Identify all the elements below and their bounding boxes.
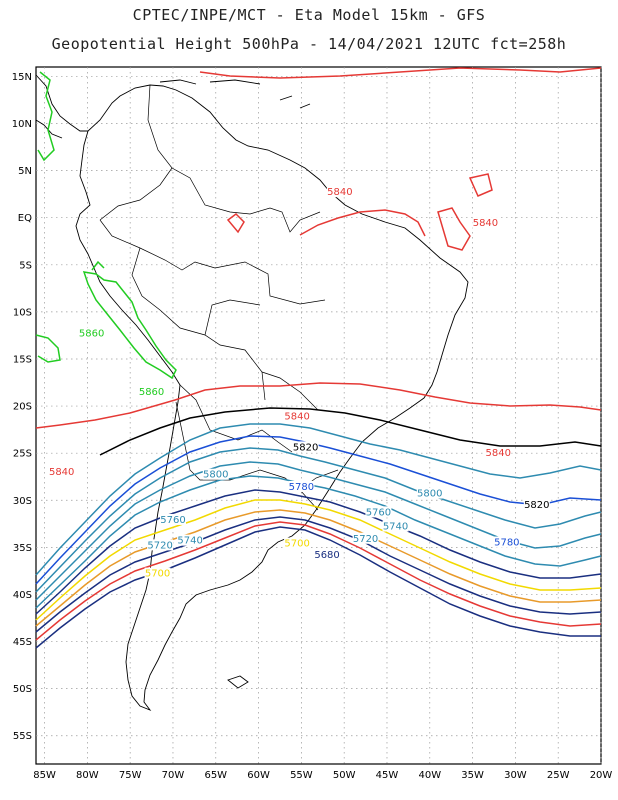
lon-tick-label: 80W — [76, 770, 99, 781]
contour-5860-central-america — [37, 71, 55, 162]
lat-tick-label: 20S — [13, 402, 32, 413]
contour-label-bg — [78, 327, 105, 339]
map-title-line-1: CPTEC/INPE/MCT - Eta Model 15km - GFS — [132, 6, 486, 24]
caribbean-islands — [159, 79, 311, 109]
lat-tick-label: 15N — [12, 72, 32, 83]
contour-labels: 5840 5840 5860 5860 5840 5840 5840 5820 5800 5780… — [48, 186, 550, 580]
contour-5680 — [35, 516, 602, 633]
south-america-coastline — [75, 84, 469, 712]
contour-5760 — [35, 447, 602, 593]
contour-label-bg — [48, 465, 75, 477]
contour-label: 5800 — [417, 489, 442, 500]
contour-label: 5860 — [79, 328, 104, 339]
contour-label-bg — [365, 506, 392, 518]
contour-label-bg — [288, 480, 315, 492]
contour-label-bg — [314, 548, 341, 560]
contour-label: 5780 — [289, 482, 314, 493]
lon-tick-label: 45W — [376, 770, 399, 781]
lat-tick-label: 55S — [13, 731, 32, 742]
lon-tick-label: 35W — [461, 770, 484, 781]
contour-label: 5820 — [524, 500, 549, 511]
contour-label-bg — [493, 536, 520, 548]
lon-tick-label: 50W — [333, 770, 356, 781]
contour-label: 5720 — [147, 540, 172, 551]
contour-5640 — [35, 526, 601, 649]
lat-tick-label: 30S — [13, 496, 32, 507]
axis-tick-labels: 85W 80W 75W 70W 65W 60W 55W 50W 45W 40W 35W 30W 25W 2… — [12, 72, 613, 781]
lat-tick-label: EQ — [18, 213, 32, 224]
contour-label: 5740 — [383, 522, 408, 533]
contour-label-bg — [284, 410, 311, 422]
contour-label: 5680 — [314, 550, 339, 561]
lat-tick-label: 50S — [13, 684, 32, 695]
lon-tick-label: 20W — [590, 770, 613, 781]
lat-tick-label: 40S — [13, 590, 32, 601]
lon-tick-label: 55W — [290, 770, 313, 781]
contour-label: 5760 — [366, 507, 391, 518]
geopotential-contours — [35, 67, 602, 649]
contour-5840-main — [35, 382, 602, 429]
contour-5840-north — [199, 67, 602, 79]
lon-tick-label: 65W — [204, 770, 227, 781]
lat-tick-label: 5N — [18, 166, 32, 177]
contour-label: 5740 — [177, 536, 202, 547]
contour-label-bg — [177, 534, 204, 546]
contour-label-bg — [472, 217, 499, 229]
contour-label-bg — [326, 186, 353, 198]
contour-label-bg — [138, 385, 165, 397]
contour-label: 5840 — [486, 448, 511, 459]
contour-label: 5720 — [353, 534, 378, 545]
contour-label: 5800 — [203, 470, 228, 481]
graticule — [36, 67, 602, 764]
contour-label-bg — [147, 539, 174, 551]
contour-label: 5780 — [494, 538, 519, 549]
lat-tick-label: 10S — [13, 307, 32, 318]
contour-label-bg — [159, 513, 186, 525]
contour-label-bg — [485, 447, 512, 459]
lon-tick-label: 60W — [247, 770, 270, 781]
lat-tick-label: 35S — [13, 543, 32, 554]
contour-label: 5700 — [145, 569, 170, 580]
contour-5820 — [99, 407, 602, 456]
contour-label-bg — [292, 441, 319, 453]
lat-tick-label: 5S — [19, 260, 32, 271]
contour-label: 5840 — [473, 218, 498, 229]
falkland-islands — [227, 675, 249, 689]
lat-tick-label: 10N — [12, 119, 32, 130]
contour-label-bg — [382, 520, 409, 532]
lon-tick-label: 85W — [33, 770, 56, 781]
contour-label: 5840 — [327, 187, 352, 198]
contour-label: 5820 — [293, 442, 318, 453]
contour-label-bg — [284, 537, 311, 549]
contour-label: 5840 — [49, 467, 74, 478]
contour-label: 5760 — [160, 515, 185, 526]
contour-5700 — [35, 499, 602, 621]
contour-label-bg — [523, 498, 550, 510]
lon-tick-label: 40W — [418, 770, 441, 781]
contour-label-bg — [202, 468, 229, 480]
lat-tick-label: 15S — [13, 354, 32, 365]
contour-5840-amazon — [226, 173, 493, 251]
lon-tick-label: 25W — [547, 770, 570, 781]
contour-5680-orange — [35, 509, 602, 627]
lon-tick-label: 75W — [119, 770, 142, 781]
lon-tick-label: 70W — [162, 770, 185, 781]
contour-label-bg — [352, 532, 379, 544]
contour-5700-dark — [35, 489, 602, 615]
map-title-line-2: Geopotential Height 500hPa - 14/04/2021 … — [51, 35, 567, 53]
contour-5860-andes — [35, 260, 177, 380]
contour-5800 — [35, 423, 602, 576]
contour-label-bg — [144, 567, 171, 579]
lat-tick-label: 45S — [13, 637, 32, 648]
contour-5660 — [35, 521, 602, 641]
lon-tick-label: 30W — [504, 770, 527, 781]
contour-label: 5700 — [284, 538, 309, 549]
lat-tick-label: 25S — [13, 449, 32, 460]
contour-label: 5860 — [139, 387, 164, 398]
contour-5740 — [35, 461, 602, 601]
contour-label: 5840 — [284, 411, 309, 422]
contour-label-bg — [416, 487, 443, 499]
